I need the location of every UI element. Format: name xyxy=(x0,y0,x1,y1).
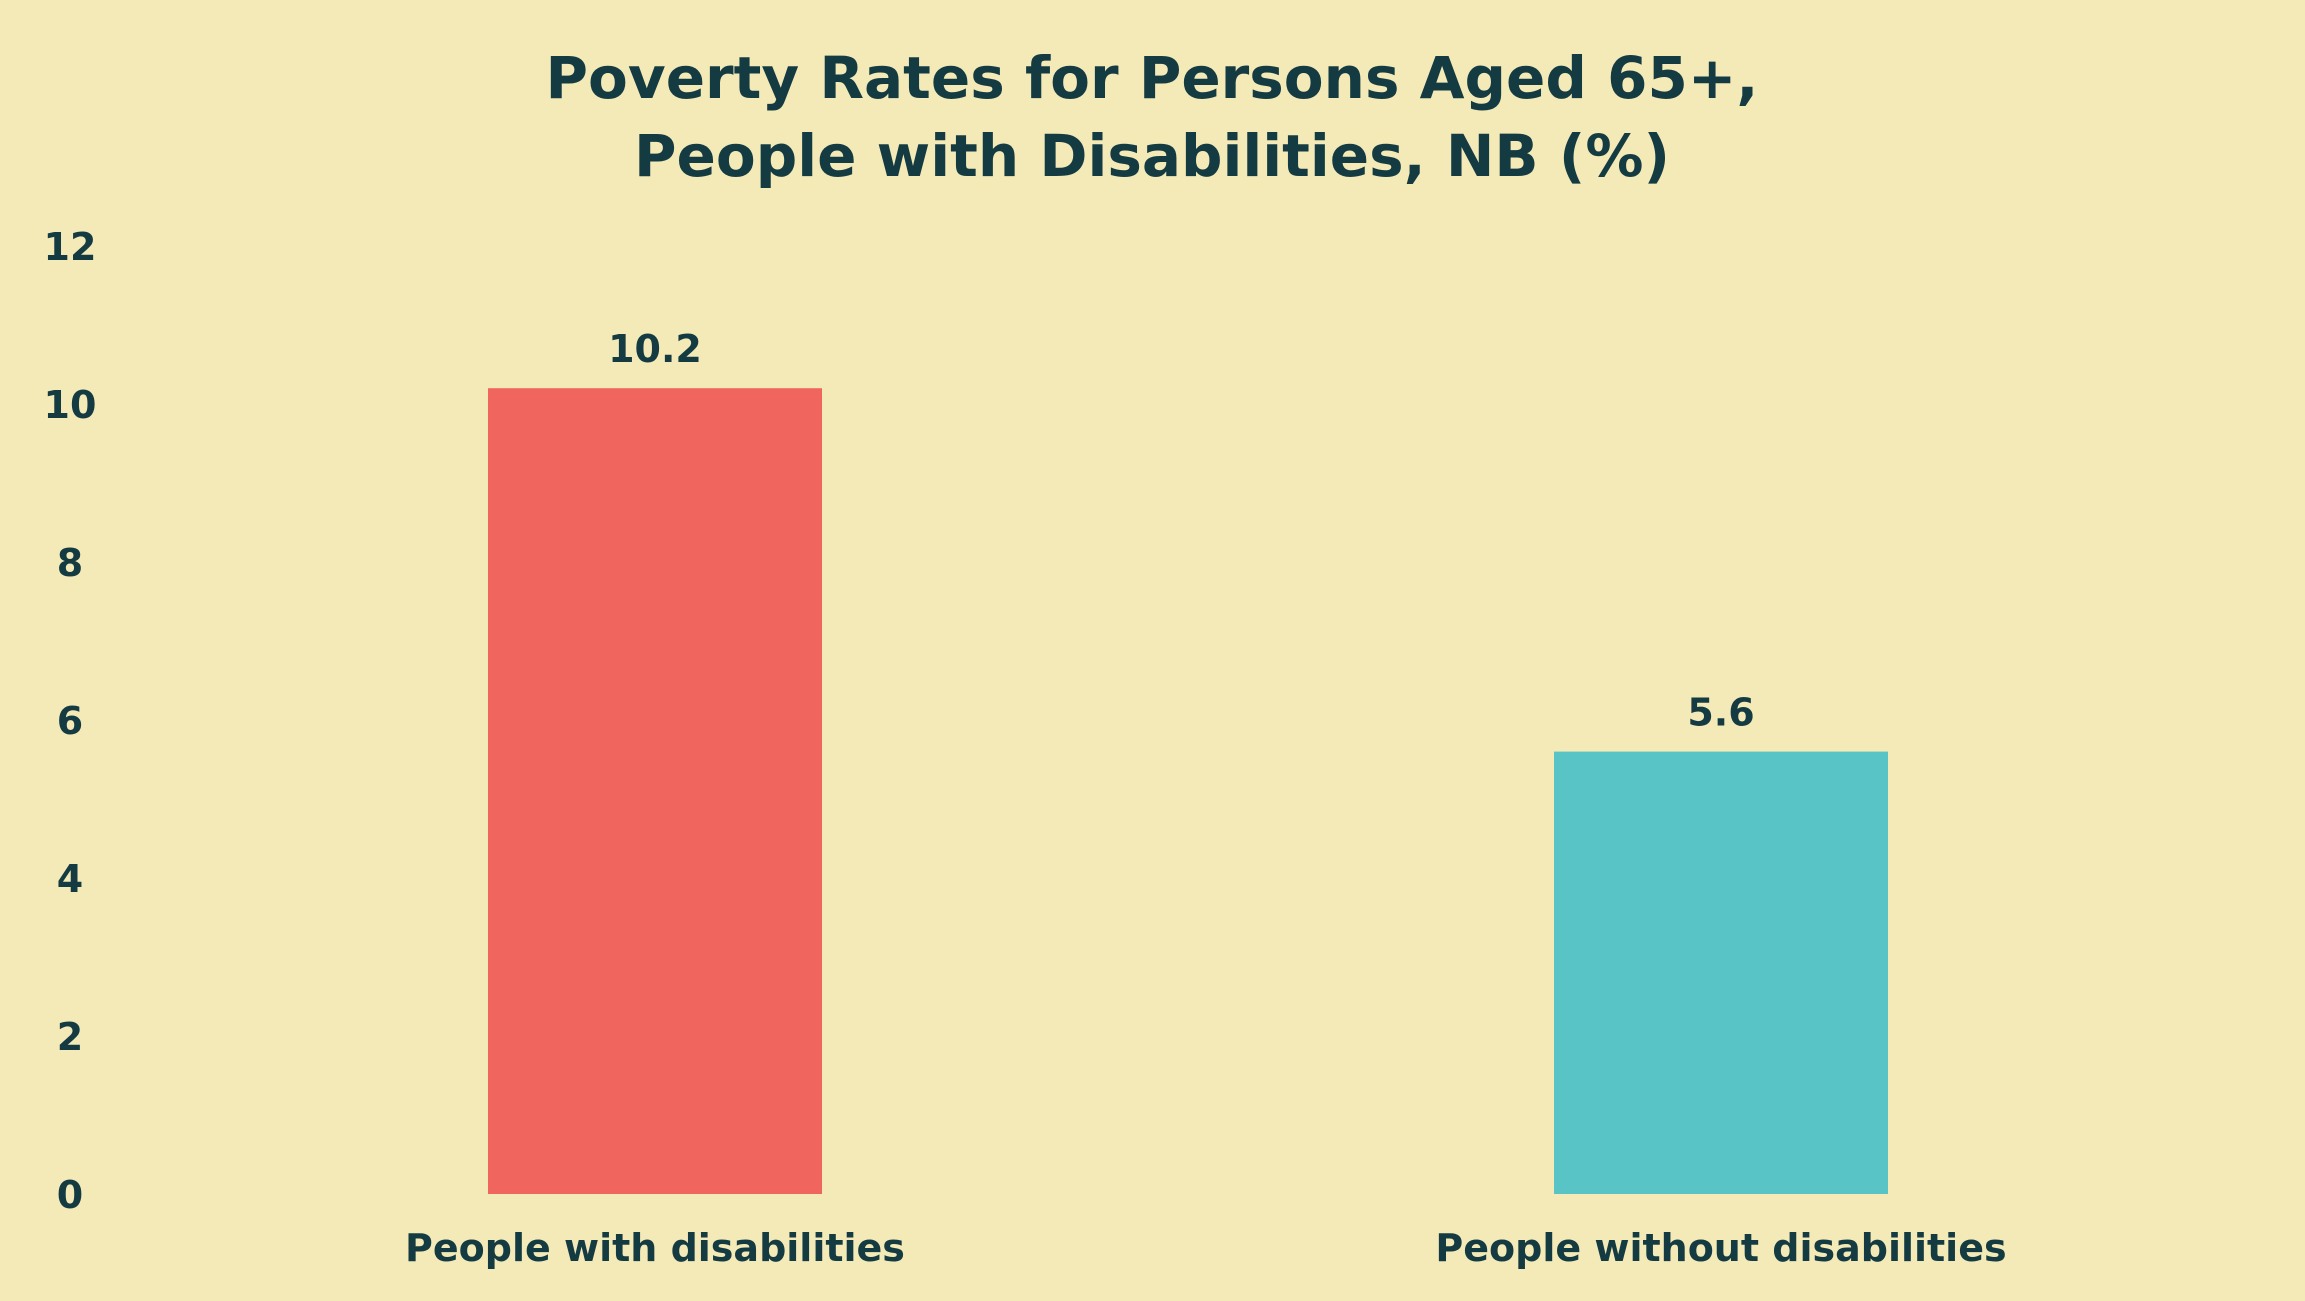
x-category-label: People without disabilities xyxy=(1435,1226,2006,1270)
bar-series xyxy=(488,388,1888,1194)
y-tick-label: 8 xyxy=(57,541,83,585)
x-category-label: People with disabilities xyxy=(405,1226,905,1270)
y-tick-label: 2 xyxy=(57,1015,83,1059)
y-axis: 0 2 4 6 8 10 12 xyxy=(44,225,97,1217)
data-labels: 10.2 5.6 xyxy=(608,327,1755,734)
x-axis: People with disabilities People without d… xyxy=(405,1226,2007,1270)
chart-title-line-2: People with Disabilities, NB (%) xyxy=(634,122,1670,190)
bar-with-disabilities xyxy=(488,388,822,1194)
y-tick-label: 12 xyxy=(44,225,97,269)
bar-value-label: 10.2 xyxy=(608,327,702,371)
chart-title-line-1: Poverty Rates for Persons Aged 65+, xyxy=(546,44,1759,112)
y-tick-label: 0 xyxy=(57,1173,83,1217)
bar-value-label: 5.6 xyxy=(1687,691,1754,735)
y-tick-label: 4 xyxy=(57,857,83,901)
chart-title: Poverty Rates for Persons Aged 65+, Peop… xyxy=(546,44,1759,190)
bar-without-disabilities xyxy=(1554,751,1888,1194)
y-tick-label: 10 xyxy=(44,383,97,427)
y-tick-label: 6 xyxy=(57,699,83,743)
